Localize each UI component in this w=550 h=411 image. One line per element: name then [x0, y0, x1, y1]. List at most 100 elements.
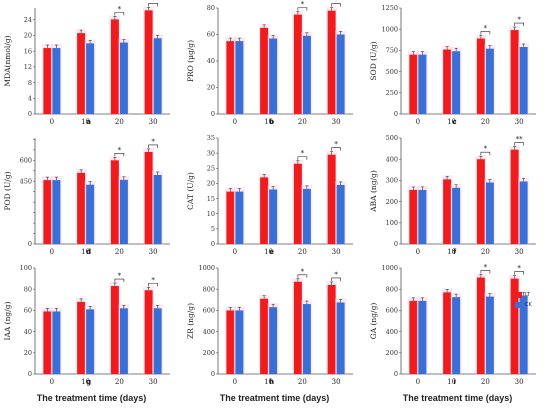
y-tick-label: 80 [207, 4, 215, 12]
y-tick-label: 1000 [198, 264, 215, 272]
y-axis-label: ZR (ng/g) [186, 303, 195, 339]
y-tick-label: 200 [386, 198, 398, 206]
y-tick-label: 0 [394, 240, 398, 248]
x-tick-label-0: 0 [50, 248, 54, 256]
y-tick-label: 800 [386, 285, 398, 293]
x-tick-label-0: 0 [233, 378, 237, 386]
significance-bracket [297, 274, 308, 278]
y-tick-label: 20 [207, 84, 215, 92]
y-tick-label: 60 [24, 307, 32, 315]
bar-lt-30 [510, 30, 519, 114]
significance-mark: * [118, 5, 122, 13]
y-tick-label: 0 [211, 240, 215, 248]
significance-bracket [331, 147, 341, 151]
bar-lt-0 [43, 48, 52, 114]
x-tick-label-10: 10 [81, 378, 90, 386]
panel-h-zr: 0 200 400 600 800 1000 ZR (ng/g) 0 10 20 30 * * h [183, 260, 366, 390]
y-tick-label: 100 [386, 219, 398, 227]
y-tick-label: 750 [386, 47, 398, 55]
x-tick-label-30: 30 [515, 378, 524, 386]
y-tick-label: 200 [203, 349, 215, 357]
x-tick-label-10: 10 [447, 378, 456, 386]
y-tick-label: 100 [20, 264, 32, 272]
y-tick-label: 400 [386, 155, 398, 163]
y-tick-label: 600 [386, 307, 398, 315]
y-tick-label: 0 [394, 110, 398, 118]
significance-mark: * [484, 25, 488, 33]
y-tick-label: 500 [386, 134, 398, 142]
bar-lt-10 [77, 33, 86, 114]
significance-mark: * [334, 141, 338, 149]
bar-ck-10 [86, 184, 95, 244]
y-tick-label: 16 [24, 47, 32, 55]
y-tick-label: 40 [207, 57, 215, 65]
bar-ck-0 [418, 300, 427, 374]
bar-ck-10 [269, 189, 278, 244]
x-tick-label-10: 10 [81, 248, 90, 256]
significance-bracket [148, 282, 158, 287]
panel-letter: f [453, 248, 457, 256]
significance-mark: * [484, 145, 488, 153]
y-tick-label: 1000 [381, 25, 398, 33]
x-tick-label-20: 20 [481, 118, 490, 126]
panel-e-cat: 0 5 10 15 20 25 30 35 CAT (U/g) 0 10 20 30 * * e [183, 130, 366, 260]
bar-ck-30 [519, 181, 528, 244]
x-axis-title-middle: The treatment time (days) [219, 393, 330, 403]
significance-bracket [297, 156, 308, 160]
significance-bracket [148, 144, 158, 148]
bar-ck-20 [119, 42, 128, 114]
bar-lt-30 [144, 151, 153, 244]
bar-lt-20 [476, 277, 485, 374]
bar-lt-10 [260, 27, 269, 114]
x-tick-label-20: 20 [298, 248, 307, 256]
y-axis-label: MDA(nmol/g) [3, 35, 12, 86]
x-tick-label-0: 0 [416, 248, 420, 256]
y-tick-label: 80 [24, 285, 32, 293]
y-tick-label: 20 [207, 180, 215, 188]
bar-ck-10 [452, 51, 461, 114]
y-tick-label: 20 [24, 349, 32, 357]
bar-lt-20 [110, 19, 119, 114]
bar-lt-0 [43, 180, 52, 244]
panel-letter: c [453, 118, 457, 126]
bar-ck-0 [418, 54, 427, 114]
significance-mark: * [517, 16, 521, 24]
bar-ck-20 [302, 188, 311, 244]
x-tick-label-0: 0 [233, 248, 237, 256]
bar-lt-0 [409, 300, 418, 374]
legend-swatch-ck [515, 302, 522, 308]
bar-ck-0 [52, 180, 61, 244]
bar-lt-0 [226, 41, 235, 114]
y-tick-label: 400 [203, 328, 215, 336]
significance-bracket [514, 142, 524, 146]
x-tick-label-0: 0 [233, 118, 237, 126]
x-tick-label-0: 0 [50, 378, 54, 386]
y-axis-label: PRO (µg/g) [186, 40, 195, 82]
bar-ck-0 [235, 191, 244, 244]
panel-letter: e [269, 248, 274, 256]
x-tick-label-20: 20 [115, 378, 124, 386]
panel-a-mda: 0 4 8 12 16 20 24 MDA(nmol/g) 0 10 20 30 * * a [0, 0, 183, 130]
panel-b-pro: 0 20 40 60 80 PRO (µg/g) 0 10 20 30 * * b [183, 0, 366, 130]
x-tick-label-30: 30 [515, 248, 524, 256]
significance-bracket [480, 151, 491, 156]
x-tick-label-30: 30 [149, 378, 158, 386]
y-tick-label: 450 [20, 177, 32, 185]
panel-d-pod: 0 450 600 POD (U/g) 0 10 20 30 * * d [0, 130, 183, 260]
x-tick-label-20: 20 [481, 248, 490, 256]
y-tick-label: 600 [20, 157, 32, 165]
significance-mark: * [301, 150, 305, 158]
x-axis-title-left: The treatment time (days) [36, 393, 147, 403]
y-tick-label: 8 [28, 79, 32, 87]
bar-lt-0 [409, 189, 418, 244]
bar-ck-30 [336, 302, 345, 374]
bar-lt-0 [226, 191, 235, 244]
x-tick-label-20: 20 [115, 118, 124, 126]
bar-ck-10 [452, 187, 461, 244]
bar-ck-30 [336, 184, 345, 244]
y-tick-label: 300 [386, 177, 398, 185]
significance-mark: * [301, 268, 305, 276]
x-tick-label-30: 30 [149, 118, 158, 126]
bar-lt-30 [510, 278, 519, 374]
